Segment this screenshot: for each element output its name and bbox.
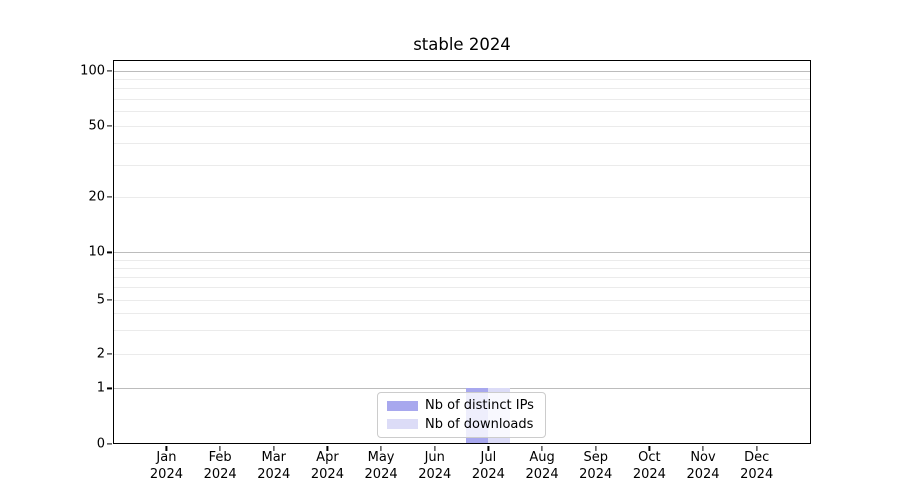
x-tick-mark [595, 445, 597, 451]
x-tick-label: Dec 2024 [740, 450, 773, 483]
y-gridline-minor [113, 79, 811, 81]
x-tick-mark [487, 445, 489, 451]
x-tick-label: Jun 2024 [418, 450, 451, 483]
legend-item-distinct-ips: Nb of distinct IPs [387, 398, 537, 413]
y-tick-mark [106, 70, 112, 72]
x-tick-month: Jul [480, 450, 497, 465]
x-tick-month: Apr [316, 450, 339, 465]
y-tick-mark [106, 387, 112, 389]
x-tick-month: Jun [424, 450, 445, 465]
x-tick-year: 2024 [257, 466, 291, 482]
y-tick-mark [106, 125, 112, 127]
x-tick-month: Nov [690, 450, 716, 465]
y-gridline-minor [113, 267, 811, 269]
y-tick-label: 5 [96, 292, 105, 308]
y-axis: 100 50 20 10 5 2 1 0 [0, 60, 105, 451]
x-tick-year: 2024 [632, 466, 666, 482]
y-gridline-minor [113, 111, 811, 113]
y-gridline-minor [113, 354, 811, 356]
y-gridline-major [113, 388, 811, 390]
y-tick-label: 2 [96, 346, 105, 362]
x-tick-year: 2024 [418, 466, 452, 482]
x-tick-year: 2024 [579, 466, 613, 482]
x-tick-label: Mar 2024 [257, 450, 290, 483]
x-tick-month: Feb [208, 450, 232, 465]
x-tick-year: 2024 [740, 466, 774, 482]
x-tick-month: Mar [261, 450, 287, 465]
x-tick-mark [326, 445, 329, 451]
y-gridline-minor [113, 125, 811, 127]
legend-label-distinct-ips: Nb of distinct IPs [425, 398, 534, 414]
x-tick-label: Oct 2024 [633, 450, 666, 483]
x-tick-label: Apr 2024 [311, 450, 344, 483]
x-axis: Jan 2024 Feb 2024 Mar 2024 Apr 2024 May 2024 Jun 20… [113, 450, 811, 490]
x-tick-mark [541, 445, 543, 451]
y-tick-mark [106, 196, 112, 198]
y-gridline-minor [113, 88, 811, 90]
x-tick-year: 2024 [310, 466, 344, 482]
y-tick-mark [106, 443, 112, 445]
legend-swatch-downloads [387, 419, 418, 430]
y-tick-label: 10 [88, 244, 105, 260]
x-tick-month: Aug [529, 450, 555, 465]
y-gridline-major [113, 252, 811, 254]
x-tick-mark [648, 445, 650, 451]
y-gridline-minor [113, 276, 811, 278]
x-tick-month: Jan [156, 450, 177, 465]
y-gridline-minor [113, 299, 811, 301]
x-tick-year: 2024 [364, 466, 398, 482]
x-tick-month: Sep [583, 450, 608, 465]
x-tick-year: 2024 [525, 466, 559, 482]
y-tick-mark [106, 251, 112, 253]
x-tick-month: Oct [638, 450, 661, 465]
y-tick-mark [106, 353, 112, 355]
y-gridline-minor [113, 287, 811, 289]
x-tick-mark [165, 445, 168, 451]
x-tick-mark [702, 445, 704, 451]
y-tick-label: 1 [96, 380, 105, 396]
x-tick-year: 2024 [203, 466, 237, 482]
x-tick-label: Jan 2024 [150, 450, 183, 483]
x-tick-label: Nov 2024 [686, 450, 719, 483]
x-tick-label: Sep 2024 [579, 450, 612, 483]
y-gridline-minor [113, 165, 811, 167]
x-tick-mark [273, 445, 275, 451]
plot-area [106, 60, 811, 451]
x-tick-year: 2024 [149, 466, 183, 482]
legend-item-downloads: Nb of downloads [387, 417, 537, 432]
y-gridline-minor [113, 142, 811, 144]
legend-label-downloads: Nb of downloads [425, 416, 534, 432]
y-gridline-major [113, 70, 811, 72]
y-tick-label: 0 [96, 436, 105, 452]
y-tick-mark [106, 299, 112, 301]
x-tick-mark [219, 445, 221, 451]
x-tick-label: Jul 2024 [472, 450, 505, 483]
x-tick-label: Aug 2024 [526, 450, 559, 483]
legend: Nb of distinct IPs Nb of downloads [377, 392, 546, 438]
y-tick-label: 20 [88, 189, 105, 205]
y-gridline-minor [113, 196, 811, 198]
y-tick-label: 100 [80, 63, 105, 79]
x-tick-month: May [367, 450, 395, 465]
y-gridline-minor [113, 98, 811, 100]
y-gridline-minor [113, 312, 811, 314]
x-tick-label: May 2024 [365, 450, 398, 483]
y-gridline-minor [113, 330, 811, 331]
y-gridline-minor [113, 259, 811, 261]
y-tick-label: 50 [88, 118, 105, 134]
chart-title: stable 2024 [413, 35, 511, 54]
x-tick-mark [380, 445, 382, 451]
x-tick-year: 2024 [471, 466, 505, 482]
x-tick-label: Feb 2024 [204, 450, 237, 483]
x-tick-mark [434, 445, 436, 451]
x-tick-year: 2024 [686, 466, 720, 482]
x-tick-mark [756, 445, 758, 451]
legend-swatch-distinct-ips [387, 400, 418, 411]
x-tick-month: Dec [744, 450, 770, 465]
